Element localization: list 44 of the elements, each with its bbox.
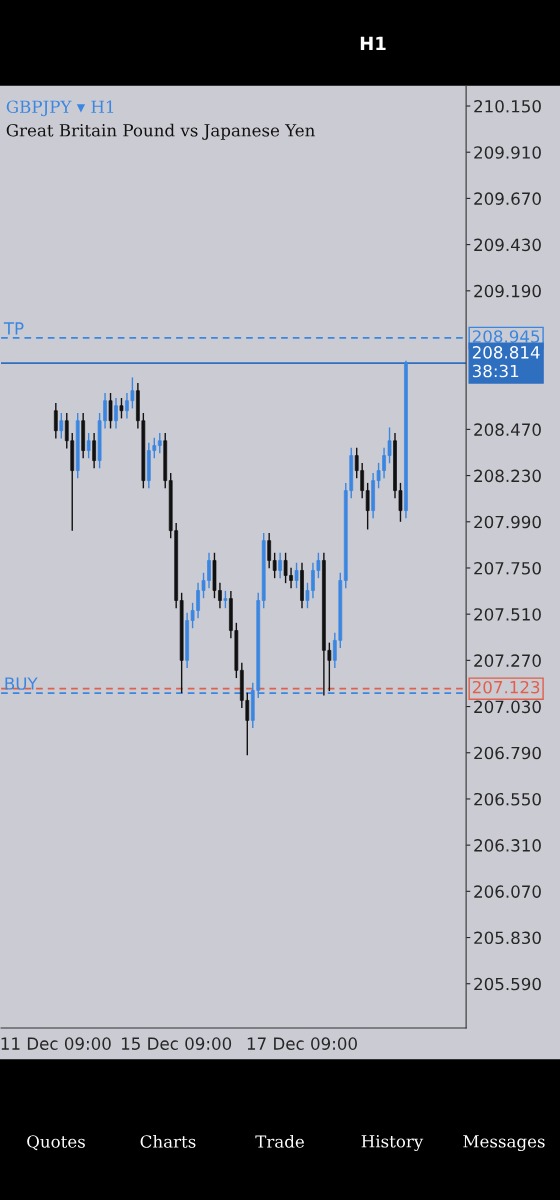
y-tick-label: 206.310 bbox=[474, 839, 541, 852]
text: History bbox=[361, 1135, 424, 1152]
x-tick-label: 11 Dec 09:00 bbox=[1, 1037, 111, 1050]
y-tick-label: 205.590 bbox=[474, 977, 541, 991]
text: Quotes bbox=[27, 1135, 85, 1151]
y-tick-label: 207.270 bbox=[474, 654, 541, 667]
text: H1 bbox=[360, 36, 386, 50]
y-tick-label: 208.470 bbox=[474, 423, 541, 436]
y-tick-label: 207.990 bbox=[474, 515, 541, 529]
text: Charts bbox=[140, 1134, 196, 1148]
candlestick bbox=[157, 432, 162, 454]
candlestick bbox=[114, 397, 118, 430]
y-tick-label: 209.910 bbox=[474, 146, 541, 159]
x-tick-label: 15 Dec 09:00 bbox=[121, 1037, 232, 1050]
y-tick-label: 209.430 bbox=[474, 238, 541, 252]
text: Great Britain Pound vs Japanese Yen bbox=[6, 123, 315, 140]
ref-line-label: 207.123 bbox=[472, 680, 540, 694]
y-tick-label: 210.150 bbox=[474, 99, 541, 113]
y-tick-label: 206.790 bbox=[474, 746, 541, 760]
text: BUY bbox=[5, 677, 38, 690]
candlestick bbox=[86, 432, 91, 459]
y-tick-label: 209.190 bbox=[474, 284, 541, 298]
candlestick bbox=[59, 412, 64, 440]
candlestick bbox=[294, 562, 299, 589]
x-tick-label: 17 Dec 09:00 bbox=[247, 1037, 357, 1050]
text: Messages bbox=[463, 1135, 545, 1152]
y-tick-label: 206.070 bbox=[474, 885, 541, 898]
y-tick-label: 207.030 bbox=[474, 700, 541, 714]
candlestick bbox=[53, 402, 58, 440]
text: TP bbox=[3, 322, 24, 335]
y-tick-label: 206.550 bbox=[474, 792, 541, 806]
candlestick bbox=[108, 392, 113, 430]
y-tick-label: 207.510 bbox=[474, 608, 541, 621]
y-tick-label: 205.830 bbox=[474, 931, 541, 945]
y-tick-label: 208.230 bbox=[474, 469, 541, 483]
text: GBPJPY ▾ H1 bbox=[6, 100, 114, 117]
y-tick-label: 209.670 bbox=[474, 192, 541, 205]
text: Trade bbox=[255, 1134, 304, 1148]
ref-line-label: 208.945 bbox=[472, 330, 540, 343]
candlestick bbox=[278, 552, 282, 579]
candlestick bbox=[92, 432, 96, 469]
y-tick-label: 207.750 bbox=[474, 561, 541, 575]
ref-line-label: 208.814 38:31 bbox=[472, 346, 540, 378]
candlestick bbox=[119, 397, 124, 420]
